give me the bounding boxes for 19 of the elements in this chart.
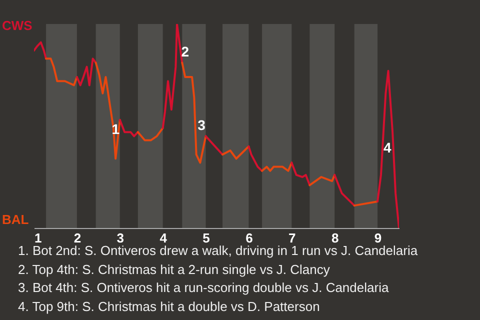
annotation: 3 xyxy=(198,117,206,133)
x-tick-label: 4 xyxy=(160,230,168,246)
text: BAL xyxy=(2,212,29,227)
x-tick-label: 7 xyxy=(288,230,296,246)
text: 4. Top 9th: S. Christmas hit a double vs D. Patterson xyxy=(18,298,321,316)
x-tick-label: 5 xyxy=(202,230,210,246)
text: 3. Bot 4th: S. Ontiveros hit a run-scoring double vs J. Candelaria xyxy=(18,279,390,297)
annotation: 4 xyxy=(384,139,392,156)
annotation: 2 xyxy=(181,44,190,60)
x-tick-label: 9 xyxy=(374,230,382,246)
x-tick-label: 1 xyxy=(34,230,42,246)
x-tick-label: 2 xyxy=(74,230,82,246)
text: 1. Bot 2nd: S. Ontiveros drew a walk, driving in 1 run vs J. Candelaria xyxy=(18,243,418,260)
text: 2. Top 4th: S. Christmas hit a 2-run single vs J. Clancy xyxy=(18,260,331,279)
x-tick-label: 8 xyxy=(331,230,339,246)
x-tick-label: 3 xyxy=(116,230,124,246)
annotation: 1 xyxy=(112,121,120,138)
x-tick-label: 6 xyxy=(246,230,253,246)
text: CWS xyxy=(2,18,32,33)
